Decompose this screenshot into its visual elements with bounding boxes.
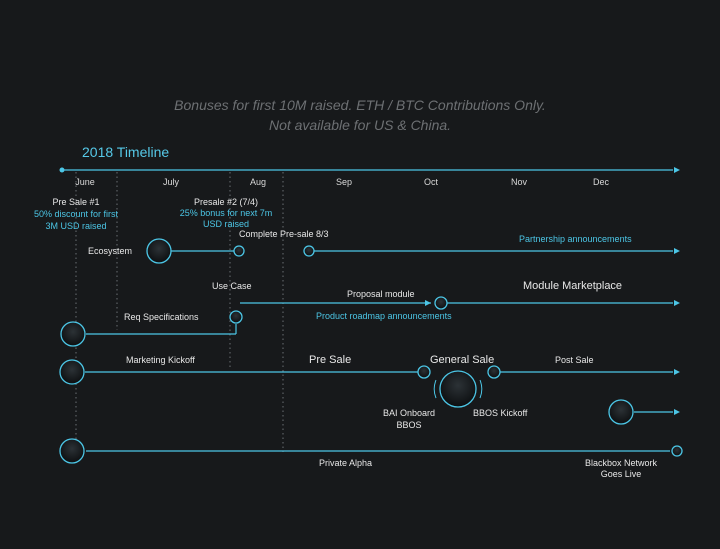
month-aug: Aug	[249, 177, 267, 187]
private-alpha-node	[59, 438, 85, 464]
post-sale-label: Post Sale	[555, 355, 594, 365]
presale2-line2: USD raised	[202, 219, 250, 229]
bonus-notice-line-2: Not available for US & China.	[268, 117, 452, 133]
use-case-node	[229, 310, 243, 324]
ecosystem-node	[146, 238, 172, 264]
ecosystem-label: Ecosystem	[88, 246, 133, 256]
blackbox-label-2: Goes Live	[600, 469, 642, 479]
presale1-line2: 3M USD raised	[45, 221, 107, 231]
presale1-line1: 50% discount for first	[33, 209, 119, 219]
month-sep: Sep	[335, 177, 353, 187]
month-oct: Oct	[423, 177, 439, 187]
track-lines	[85, 250, 673, 452]
milestone-nodes	[59, 238, 683, 464]
presale2-line1: 25% bonus for next 7m	[179, 208, 273, 218]
month-nov: Nov	[510, 177, 528, 187]
complete-presale-label: Complete Pre-sale 8/3	[239, 229, 329, 239]
req-spec-node	[60, 321, 86, 347]
module-marketplace-node	[434, 296, 448, 310]
marketing-kickoff-node	[59, 359, 85, 385]
complete-presale-node	[233, 245, 245, 257]
bai-onboard-label-2: BBOS	[396, 420, 422, 430]
general-sale-start-node	[417, 365, 431, 379]
blackbox-label-1: Blackbox Network	[584, 458, 658, 468]
marketing-kickoff-label: Marketing Kickoff	[126, 355, 195, 365]
presale2-title: Presale #2 (7/4)	[193, 197, 259, 207]
arrow-heads	[425, 248, 680, 415]
axis-start-dot	[59, 167, 65, 173]
partnership-label: Partnership announcements	[519, 234, 632, 244]
general-sale-label: General Sale	[430, 354, 495, 366]
product-roadmap-label: Product roadmap announcements	[316, 311, 452, 321]
bbos-kickoff-node	[608, 399, 634, 425]
blackbox-live-node	[671, 445, 683, 457]
req-specifications-label: Req Specifications	[124, 312, 199, 322]
proposal-module-label: Proposal module	[347, 289, 415, 299]
axis-arrow-icon	[674, 167, 680, 173]
module-marketplace-label: Module Marketplace	[523, 280, 623, 292]
arrow-icon	[674, 248, 680, 254]
pre-sale-label: Pre Sale	[309, 354, 352, 366]
use-case-label: Use Case	[212, 281, 252, 291]
timeline-title: 2018 Timeline	[82, 144, 170, 160]
month-july: July	[162, 177, 180, 187]
partnership-node	[303, 245, 315, 257]
month-guides	[75, 172, 284, 455]
arrow-icon	[674, 409, 680, 415]
arrow-icon	[674, 300, 680, 306]
month-june: June	[75, 177, 95, 187]
post-sale-node	[487, 365, 501, 379]
bai-onboard-label-1: BAI Onboard	[382, 408, 436, 418]
bai-onboard-node	[439, 370, 477, 408]
arrow-icon	[674, 369, 680, 375]
bonus-notice-line-1: Bonuses for first 10M raised. ETH / BTC …	[174, 97, 546, 113]
arrow-icon	[425, 300, 431, 306]
bbos-kickoff-label: BBOS Kickoff	[473, 408, 528, 418]
private-alpha-label: Private Alpha	[319, 458, 373, 468]
presale1-title: Pre Sale #1	[52, 197, 100, 207]
general-sale-arcs	[433, 379, 483, 399]
month-dec: Dec	[592, 177, 610, 187]
